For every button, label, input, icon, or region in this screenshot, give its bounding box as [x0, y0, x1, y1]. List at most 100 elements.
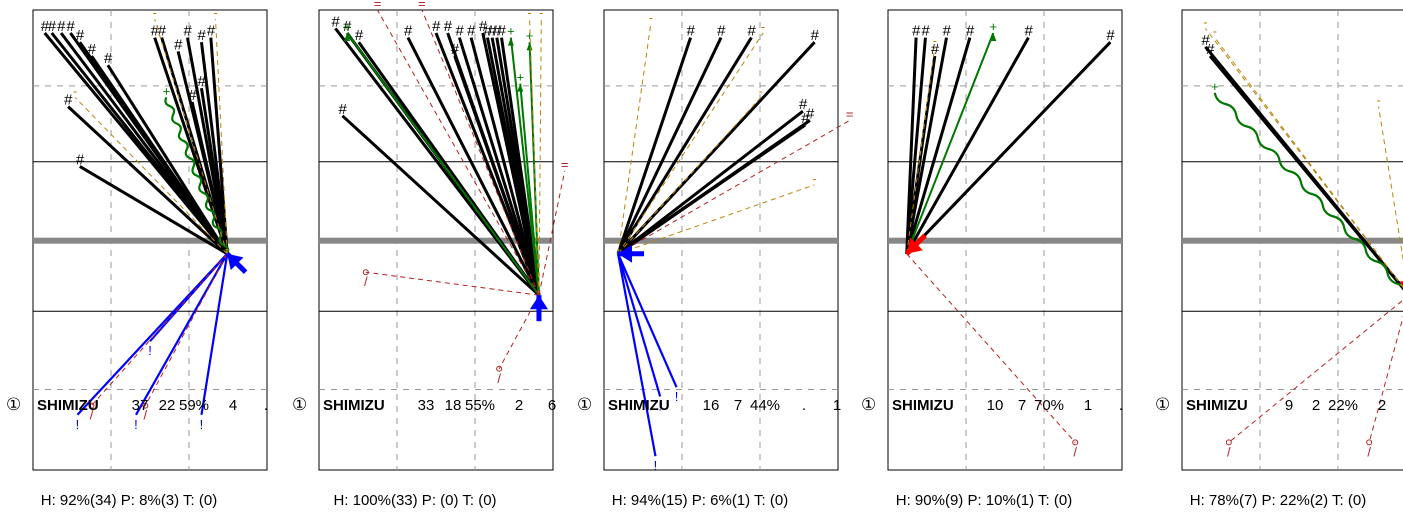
player-stat: 2	[1312, 397, 1320, 414]
ray-end-label: -	[761, 19, 765, 34]
orange-dashed-ray	[215, 19, 228, 254]
player-stat: 55%	[465, 397, 495, 414]
plate-separator	[1182, 237, 1403, 244]
red-ray-end-marker	[88, 402, 95, 409]
ray-end-label: #	[806, 105, 815, 122]
ray-end-label: #	[87, 41, 96, 58]
orange-dashed-ray	[538, 19, 542, 296]
ray-end-label: /	[1227, 444, 1231, 459]
ray-end-label: /	[497, 371, 501, 386]
ray-end-label: #	[197, 27, 206, 44]
ray-end-label: -	[527, 5, 531, 20]
player-stat: 33	[418, 397, 435, 414]
hit-ray	[905, 36, 1030, 255]
hit-ray	[341, 114, 540, 297]
hit-ray	[209, 37, 229, 254]
player-stat: 2	[1378, 397, 1386, 414]
ray-end-label: #	[76, 27, 85, 44]
ray-end-label: -	[933, 33, 937, 48]
hit-ray	[616, 37, 693, 255]
orange-dashed-ray	[906, 46, 936, 254]
player-stat: 1	[1084, 397, 1092, 414]
ray-end-label: +	[990, 19, 998, 34]
hit-ray	[106, 64, 229, 255]
spray-panel-1: ## # ######## # #####+---!! !!//① SHIMIZU 37 22 5…	[6, 5, 268, 509]
ray-end-label: +	[1211, 79, 1219, 94]
red-dashed-ray	[538, 170, 566, 296]
orange-dashed-ray	[74, 97, 228, 255]
player-rank-badge: ①	[292, 395, 307, 414]
ray-end-label: -	[213, 5, 217, 20]
red-dashed-ray	[365, 271, 540, 296]
player-stat: 9	[1285, 397, 1293, 414]
spray-panel-3: # # # ####----=!!!① SHIMIZU 16 7 44%. 1H: 94%(15…	[577, 9, 853, 509]
ray-end-label: #	[801, 110, 810, 127]
green-ray	[905, 32, 995, 255]
ray-end-label: #	[686, 23, 695, 40]
ray-end-label: #	[355, 27, 364, 44]
orange-dashed-ray	[617, 184, 815, 255]
green-wave-ray	[164, 96, 230, 255]
ray-end-label: -	[759, 83, 763, 98]
green-ray-head	[344, 33, 351, 41]
ray-end-label: -	[1203, 14, 1207, 29]
hit-ray	[905, 37, 972, 255]
player-name: SHIMIZU	[323, 397, 385, 414]
ray-end-label: #	[197, 73, 206, 90]
red-ray-end-marker	[1072, 439, 1079, 446]
ray-end-label: #	[444, 18, 453, 35]
ray-end-label: #	[343, 18, 352, 35]
red-dashed-ray	[91, 253, 228, 406]
panel-summary: H: 100%(33) P: (0) T: (0)	[333, 492, 496, 509]
ray-end-label: #	[1206, 41, 1215, 58]
blue-ray	[200, 253, 229, 415]
player-stat: 22%	[1328, 397, 1358, 414]
ray-end-label: #	[66, 18, 75, 35]
ray-end-label: +	[163, 83, 171, 98]
green-wave-ray	[1213, 92, 1403, 288]
ray-end-label: -	[73, 83, 77, 98]
rays-layer: # ## # # # # # #######+ + ++- -= ==//	[331, 0, 568, 386]
player-stat: 7	[1018, 397, 1026, 414]
ray-end-label: #	[404, 23, 413, 40]
ray-end-label: #	[497, 23, 506, 40]
red-dashed-ray	[421, 9, 540, 296]
green-ray	[346, 32, 540, 296]
player-rank-badge: ①	[861, 395, 876, 414]
player-stat: 10	[987, 397, 1004, 414]
hit-ray	[905, 55, 937, 255]
ray-end-label: #	[48, 18, 57, 35]
green-ray-head	[526, 42, 533, 51]
hit-ray	[453, 55, 541, 296]
red-ray-end-marker	[142, 402, 149, 409]
ray-end-label: #	[76, 151, 85, 168]
hit-ray	[905, 37, 927, 254]
orange-dashed-ray	[617, 23, 652, 254]
plate-separator	[888, 237, 1122, 244]
ray-end-label: +	[526, 28, 534, 43]
ray-end-label: #	[1201, 32, 1210, 49]
player-stat: 44%	[750, 397, 780, 414]
player-rank-badge: ①	[6, 395, 21, 414]
red-dashed-ray	[377, 9, 540, 296]
player-stat: 16	[703, 397, 720, 414]
ray-end-label: #	[717, 23, 726, 40]
player-stat: 2	[515, 397, 523, 414]
red-ray-end-marker	[1366, 439, 1373, 446]
ray-end-label: /	[1073, 444, 1077, 459]
player-name: SHIMIZU	[37, 397, 99, 414]
red-dashed-ray	[144, 253, 228, 406]
hit-ray	[616, 36, 723, 255]
red-dashed-ray	[1228, 299, 1403, 443]
batter-arrow-head	[529, 295, 548, 310]
hit-ray	[190, 101, 229, 255]
green-ray-head	[517, 83, 524, 92]
rays-layer: # # # # # ##+-/	[905, 19, 1115, 459]
ray-end-label: !	[76, 417, 80, 432]
rays-layer: ##+---//	[1201, 14, 1403, 459]
rays-layer: # # # ####----=!!!	[616, 10, 853, 473]
hit-ray	[617, 123, 807, 256]
ray-end-label: !	[654, 458, 658, 473]
ray-end-label: #	[151, 23, 160, 40]
